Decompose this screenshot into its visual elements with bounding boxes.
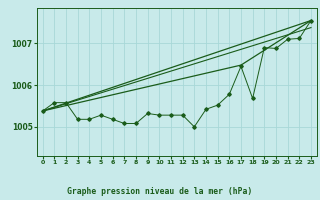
Text: Graphe pression niveau de la mer (hPa): Graphe pression niveau de la mer (hPa) xyxy=(68,187,252,196)
